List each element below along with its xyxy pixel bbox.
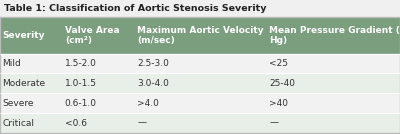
Bar [0, 54, 62, 73]
Bar [62, 54, 132, 73]
Text: 1.0-1.5: 1.0-1.5 [65, 79, 97, 88]
Text: <25: <25 [270, 59, 288, 68]
Text: 0.6-1.0: 0.6-1.0 [65, 99, 97, 108]
Bar [62, 17, 132, 54]
Text: 2.5-3.0: 2.5-3.0 [137, 59, 169, 68]
Bar [264, 113, 400, 133]
Bar [0, 93, 62, 113]
Bar [62, 93, 132, 113]
Text: Mild: Mild [2, 59, 21, 68]
Text: Severe: Severe [2, 99, 34, 108]
Bar [0, 73, 62, 93]
Bar [264, 54, 400, 73]
Bar [264, 17, 400, 54]
Text: <0.6: <0.6 [65, 119, 87, 128]
Text: 1.5-2.0: 1.5-2.0 [65, 59, 97, 68]
Text: >4.0: >4.0 [137, 99, 159, 108]
Text: Mean Pressure Gradient (mm
Hg): Mean Pressure Gradient (mm Hg) [270, 26, 400, 45]
Text: Table 1: Classification of Aortic Stenosis Severity: Table 1: Classification of Aortic Stenos… [4, 4, 266, 13]
Bar [62, 73, 132, 93]
Text: Maximum Aortic Velocity
(m/sec): Maximum Aortic Velocity (m/sec) [137, 26, 264, 45]
Text: Severity: Severity [2, 31, 45, 40]
Bar [132, 113, 264, 133]
Bar [132, 17, 264, 54]
Text: Critical: Critical [2, 119, 34, 128]
Text: >40: >40 [270, 99, 288, 108]
Bar [132, 73, 264, 93]
Text: —: — [137, 119, 146, 128]
Text: 25-40: 25-40 [270, 79, 296, 88]
Bar [132, 93, 264, 113]
Text: 3.0-4.0: 3.0-4.0 [137, 79, 169, 88]
Bar [62, 113, 132, 133]
Bar [132, 54, 264, 73]
Text: —: — [270, 119, 278, 128]
Bar [0, 113, 62, 133]
Bar [264, 73, 400, 93]
Text: Moderate: Moderate [2, 79, 46, 88]
Text: Valve Area
(cm²): Valve Area (cm²) [65, 26, 120, 45]
Bar [0, 17, 400, 133]
Bar [264, 93, 400, 113]
Bar [0, 17, 62, 54]
